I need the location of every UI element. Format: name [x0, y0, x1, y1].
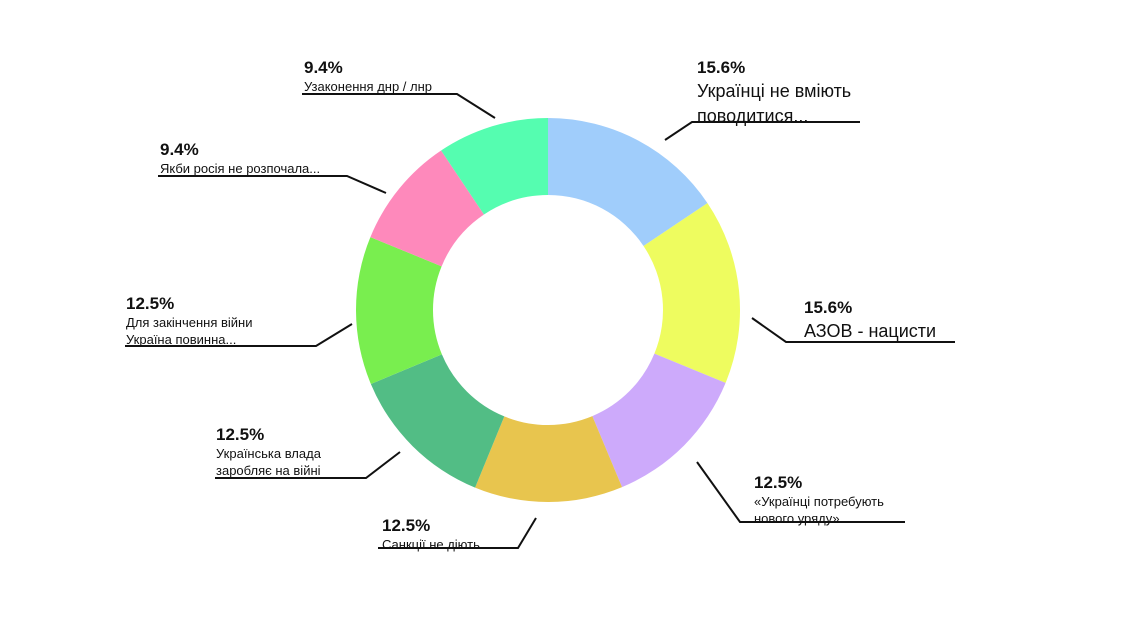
slice-name-label-3-line-1: «Українці потребують: [754, 494, 884, 509]
leader-line-8: [302, 93, 496, 119]
slice-percent-label-8: 9.4%: [304, 58, 343, 77]
slices-group: [355, 118, 740, 502]
slice-name-label-4-line-1: Санкції не діють: [382, 537, 480, 552]
donut-slice-8: [441, 118, 548, 215]
donut-slice-3: [592, 353, 726, 488]
slice-name-label-8-line-1: Узаконення днр / лнр: [304, 79, 432, 94]
slice-name-label-5-line-1: Українська влада: [216, 446, 322, 461]
slice-name-label-7-line-1: Якби росія не розпочала...: [160, 161, 320, 176]
leader-line-1: [664, 121, 860, 141]
slice-percent-label-1: 15.6%: [697, 58, 745, 77]
slice-percent-label-7: 9.4%: [160, 140, 199, 159]
donut-slice-5: [370, 354, 505, 488]
slice-name-label-2-line-1: АЗОВ - нацисти: [804, 321, 936, 341]
donut-slice-1: [548, 118, 708, 246]
leader-line-5: [215, 451, 401, 479]
slice-percent-label-2: 15.6%: [804, 298, 852, 317]
slice-name-label-6-line-2: Україна повинна...: [126, 332, 236, 347]
slice-percent-label-4: 12.5%: [382, 516, 430, 535]
leader-line-3: [696, 461, 905, 523]
leader-line-6: [125, 323, 353, 347]
leader-line-4: [378, 517, 537, 549]
donut-slice-6: [355, 237, 442, 385]
leader-lines-group: [125, 93, 955, 549]
slice-percent-label-3: 12.5%: [754, 473, 802, 492]
donut-slice-4: [475, 416, 623, 502]
slice-percent-label-6: 12.5%: [126, 294, 174, 313]
leader-line-2: [751, 317, 955, 343]
slice-name-label-6-line-1: Для закінчення війни: [126, 315, 253, 330]
slice-name-label-1-line-1: Українці не вміють: [697, 81, 851, 101]
labels-group: 15.6% Українці не вміють поводитися... 15.6…: [126, 58, 936, 552]
slice-name-label-1-line-2: поводитися...: [697, 106, 808, 126]
leader-line-7: [158, 175, 387, 194]
donut-slice-7: [370, 150, 484, 267]
donut-slice-2: [643, 203, 740, 383]
slice-name-label-3-line-2: нового уряду»: [754, 511, 840, 526]
slice-percent-label-5: 12.5%: [216, 425, 264, 444]
slice-name-label-5-line-2: заробляє на війні: [216, 463, 321, 478]
